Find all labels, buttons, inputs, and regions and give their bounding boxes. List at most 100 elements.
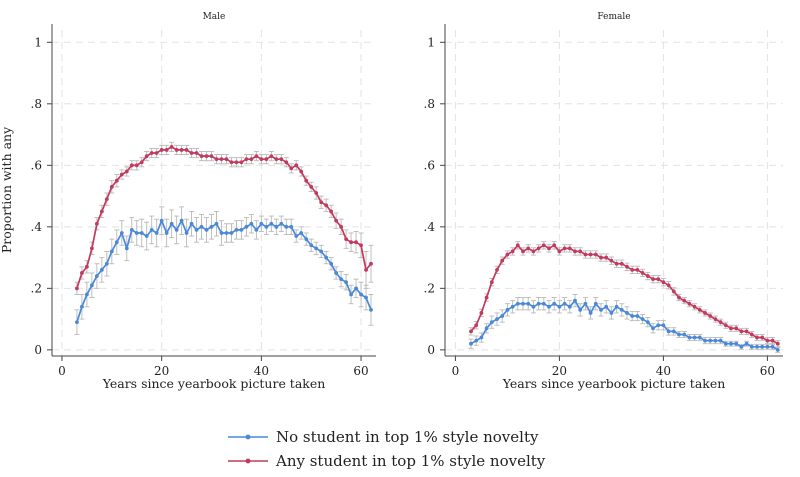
data-point <box>149 151 154 155</box>
data-point <box>319 200 324 205</box>
data-point <box>104 197 109 202</box>
data-point <box>80 271 84 275</box>
data-point <box>159 148 164 152</box>
y-tick-label: .6 <box>31 158 42 172</box>
data-point <box>75 286 79 291</box>
data-point <box>154 151 159 155</box>
data-point <box>174 148 179 152</box>
data-point <box>755 335 759 340</box>
data-point <box>640 271 645 275</box>
data-point <box>189 151 194 155</box>
data-point <box>229 231 234 235</box>
data-point <box>708 314 713 318</box>
x-tick-label: 60 <box>760 364 775 378</box>
data-point <box>174 228 179 232</box>
data-point <box>164 231 169 235</box>
data-point <box>179 148 184 152</box>
data-point <box>734 326 739 331</box>
data-point <box>209 154 214 158</box>
data-point <box>279 157 284 162</box>
data-point <box>536 301 541 306</box>
data-point <box>134 163 139 168</box>
data-point <box>687 335 692 340</box>
data-point <box>119 172 124 177</box>
data-point <box>713 317 718 321</box>
data-point <box>521 249 525 254</box>
panel-title: Female <box>597 12 630 22</box>
data-point <box>515 301 520 306</box>
data-point <box>234 228 239 232</box>
data-point <box>469 329 473 334</box>
data-point <box>479 311 484 315</box>
panel-title: Male <box>203 12 226 22</box>
data-point <box>729 326 733 331</box>
data-point <box>214 221 219 226</box>
data-point <box>739 344 744 349</box>
data-point <box>661 323 666 328</box>
data-point <box>264 224 269 229</box>
data-point <box>651 326 655 331</box>
data-point <box>692 335 697 340</box>
legend-label-no-student: No student in top 1% style novelty <box>276 428 539 446</box>
data-point <box>114 178 119 183</box>
data-point <box>541 243 546 248</box>
data-point <box>474 323 479 328</box>
data-point <box>692 304 697 309</box>
data-point <box>661 280 666 285</box>
x-tick-label: 20 <box>154 364 169 378</box>
data-point <box>697 335 702 340</box>
data-point <box>204 228 209 232</box>
data-point <box>194 228 199 232</box>
data-point <box>204 154 209 158</box>
data-point <box>630 314 635 318</box>
data-point <box>299 169 304 174</box>
data-point <box>583 301 588 306</box>
data-point <box>500 258 505 263</box>
data-point <box>593 301 598 306</box>
data-point <box>169 144 174 149</box>
x-tick-label: 20 <box>552 364 567 378</box>
data-point <box>562 246 567 251</box>
data-point <box>149 228 154 232</box>
data-point <box>354 240 358 245</box>
data-point <box>765 338 770 343</box>
data-point <box>104 261 109 266</box>
series-line <box>76 146 372 289</box>
data-point <box>284 224 289 229</box>
data-point <box>770 338 775 343</box>
y-tick-label: .4 <box>424 220 436 234</box>
data-point <box>734 341 739 346</box>
data-point <box>99 267 104 272</box>
data-point <box>224 231 229 235</box>
data-point <box>139 231 144 235</box>
data-point <box>599 307 603 312</box>
data-point <box>214 157 219 162</box>
data-point <box>666 283 671 288</box>
data-point <box>254 154 259 158</box>
x-tick-label: 40 <box>254 364 269 378</box>
data-point <box>479 335 484 340</box>
data-point <box>619 307 624 312</box>
data-point <box>708 338 713 343</box>
data-point <box>609 311 614 315</box>
data-point <box>510 249 515 254</box>
data-point <box>495 267 499 272</box>
data-point <box>129 228 134 232</box>
data-point <box>619 261 624 266</box>
data-point <box>264 157 269 162</box>
data-point <box>500 314 505 318</box>
data-point <box>369 261 373 266</box>
data-point <box>687 301 692 306</box>
data-point <box>124 246 129 251</box>
data-point <box>573 298 577 303</box>
series-any-student <box>74 141 374 295</box>
data-point <box>557 304 562 309</box>
legend-marker-no-student <box>245 434 251 440</box>
y-tick-label: 0 <box>34 343 42 357</box>
data-point <box>469 341 473 346</box>
data-point <box>259 157 264 162</box>
data-point <box>209 224 214 229</box>
y-tick-label: 0 <box>427 343 435 357</box>
data-point <box>309 184 314 189</box>
data-point <box>354 286 358 291</box>
